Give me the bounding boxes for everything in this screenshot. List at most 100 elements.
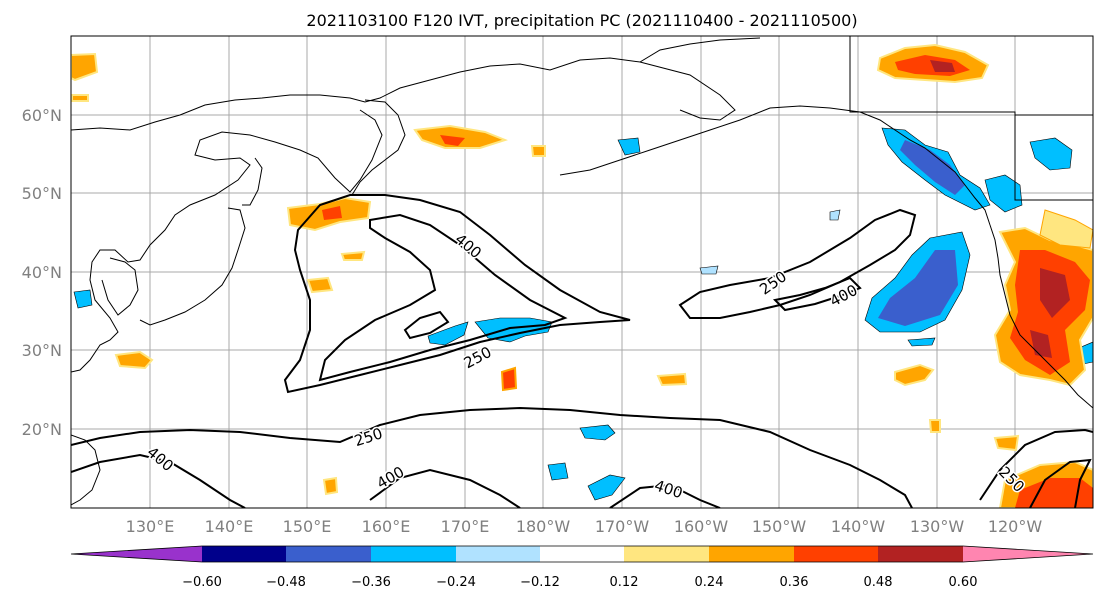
pos-region-okhotsk-core (440, 135, 465, 146)
ivt-contour-400-inner (318, 213, 568, 382)
precip-positive-regions (71, 43, 1093, 508)
neg-region-central-2 (427, 321, 469, 346)
colorbar-tick-8: 0.36 (780, 575, 809, 590)
coastline-chukotka (639, 61, 736, 121)
coastline-kamchatka (351, 99, 406, 196)
map-panel: 400 250 400 250 250 400 400 400 250 (70, 35, 1094, 509)
lon-label-150e: 150°E (283, 517, 332, 536)
ivt-contour-400-east (772, 276, 862, 312)
pos-region-small-b (993, 434, 1020, 452)
coastlines (71, 36, 1093, 506)
coastline-north-america (989, 224, 1093, 409)
ivt-contour-250-south (71, 406, 913, 508)
ivt-contour-400-south (71, 453, 721, 508)
lon-label-120w: 120°W (988, 517, 1043, 536)
map-frame (70, 35, 1094, 509)
ivt-contour-250-se (979, 428, 1093, 501)
neg-region-south-1 (579, 424, 616, 441)
coastline-asia (71, 37, 761, 373)
pos-region-small-e (71, 94, 89, 102)
colorbar-tick-4: −0.24 (436, 575, 476, 590)
neg-region-bc-coast (984, 174, 1023, 213)
coastline-taiwan (71, 434, 101, 506)
colorbar-cell-11 (963, 546, 1093, 562)
colorbar-tick-9: 0.48 (864, 575, 893, 590)
colorbar-tick-10: 0.60 (949, 575, 978, 590)
pos-region-alaska-yukon-peak (930, 60, 955, 72)
lat-label-60n: 60°N (22, 106, 62, 125)
neg-region-kuril (617, 137, 641, 156)
pos-region-midpacific-1 (656, 372, 688, 387)
colorbar-cell-9 (794, 546, 878, 562)
pos-region-nw-coast (1039, 209, 1093, 249)
pos-region-small-f (530, 145, 546, 157)
neg-region-gulf-alaska-core (900, 140, 965, 195)
pos-region-sakhalin-core (322, 206, 342, 220)
lon-label-160w: 160°W (674, 517, 729, 536)
lat-label-50n: 50°N (22, 184, 62, 203)
pos-region-ryukyu (114, 350, 154, 370)
colorbar-cell-5 (456, 546, 540, 562)
colorbar-cells (70, 545, 1094, 563)
lat-label-30n: 30°N (22, 341, 62, 360)
lon-label-170w: 170°W (595, 517, 650, 536)
colorbar-tick-5: −0.12 (520, 575, 560, 590)
precip-negative-regions (73, 127, 1093, 501)
neg-region-south-2 (547, 462, 569, 481)
coastline-canada-arctic (849, 36, 1093, 201)
pos-region-small-a (340, 250, 366, 261)
lon-label-130e: 130°E (126, 517, 175, 536)
lon-label-180w: 180°W (516, 517, 571, 536)
colorbar-cell-4 (371, 546, 456, 562)
neg-region-korea (73, 289, 93, 309)
coastline-japan (139, 157, 263, 326)
longitude-labels: 130°E 140°E 150°E 160°E 170°E 180°W 170°… (126, 517, 1043, 536)
colorbar-tick-2: −0.48 (266, 575, 306, 590)
ivt-contour-400-island (403, 310, 450, 340)
coastline-korea (101, 257, 139, 316)
lon-label-160e: 160°E (362, 517, 411, 536)
lon-label-140w: 140°W (831, 517, 886, 536)
colorbar-cell-2 (202, 546, 286, 562)
lon-label-170e: 170°E (441, 517, 490, 536)
lat-label-40n: 40°N (22, 263, 62, 282)
lat-label-20n: 20°N (22, 420, 62, 439)
neg-region-east-pacific-core (878, 250, 958, 326)
colorbar-cell-3 (286, 546, 371, 562)
lon-label-140e: 140°E (205, 517, 254, 536)
pos-region-small-c (322, 476, 339, 496)
ivt-contour-400-se (1029, 458, 1092, 508)
colorbar-cell-6 (540, 546, 624, 562)
colorbar-tick-1: −0.60 (182, 575, 222, 590)
pos-region-small-d (71, 52, 99, 82)
ivt-contour-250-east (678, 208, 917, 319)
ivt-contour-250-main (283, 194, 631, 394)
latitude-labels: 60°N 50°N 40°N 30°N 20°N (22, 106, 62, 439)
lon-label-150w: 150°W (752, 517, 807, 536)
colorbar: −0.60 −0.48 −0.36 −0.24 −0.12 0.12 0.24 … (70, 545, 1094, 590)
colorbar-tick-labels: −0.60 −0.48 −0.36 −0.24 −0.12 0.12 0.24 … (182, 575, 977, 590)
neg-region-bc-inland (1029, 137, 1073, 171)
colorbar-cell-1 (71, 546, 202, 562)
neg-region-south-3 (587, 474, 626, 501)
pos-region-west-coast-us-peak (1030, 268, 1070, 358)
colorbar-tick-7: 0.24 (695, 575, 724, 590)
neg-region-small-2 (907, 337, 936, 347)
neg-region-small-4 (829, 209, 841, 221)
ivt-contours (71, 194, 1093, 508)
pos-region-hawaii-ne (894, 363, 935, 387)
pos-region-japan-east (306, 276, 334, 294)
colorbar-cell-10 (878, 546, 963, 562)
pos-region-small-g (928, 419, 941, 433)
colorbar-tick-3: −0.36 (351, 575, 391, 590)
colorbar-tick-6: 0.12 (610, 575, 639, 590)
colorbar-cell-8 (709, 546, 794, 562)
colorbar-cell-7 (624, 546, 709, 562)
pos-region-okhotsk (413, 124, 508, 149)
figure-title: 2021103100 F120 IVT, precipitation PC (2… (306, 11, 857, 30)
neg-region-small-1 (699, 265, 719, 275)
colorbar-outline (70, 545, 1094, 563)
lon-label-130w: 130°W (910, 517, 965, 536)
pos-region-midpacific-2 (500, 366, 518, 392)
